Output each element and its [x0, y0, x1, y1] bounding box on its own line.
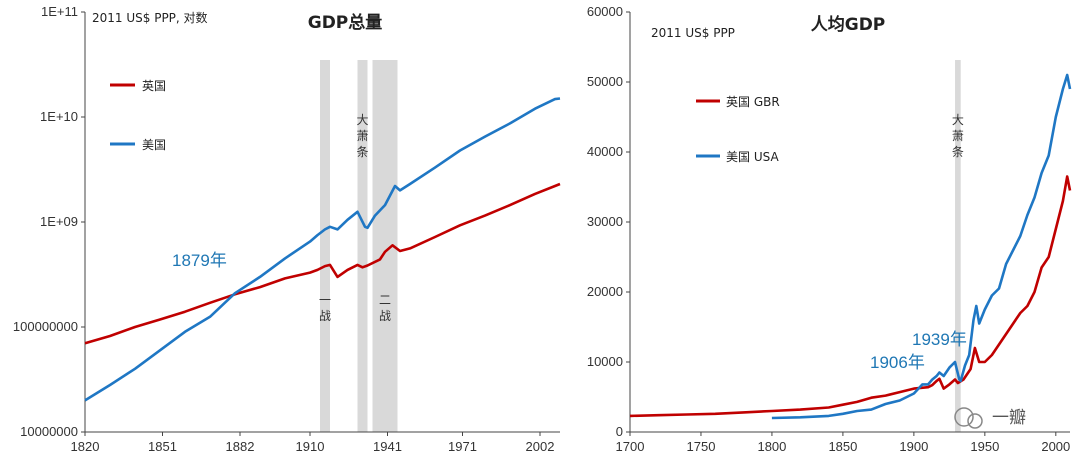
- gdp-per-capita-chart: 大萧条 0 10000 20000 30000 40000 50000 60000 1700…: [587, 4, 1072, 454]
- x-tick-label-3: 1850: [828, 439, 857, 454]
- series-line-1: [84, 97, 561, 402]
- y-tick-label-1: 100000000: [13, 319, 78, 334]
- y-tick-label-0: 10000000: [20, 424, 78, 439]
- x-tick-label-0: 1700: [616, 439, 645, 454]
- series-line-0: [84, 182, 561, 345]
- band-1: [357, 60, 368, 432]
- band-label-0: 大萧条: [952, 113, 964, 159]
- watermark-text: 一瓣: [992, 408, 1026, 428]
- series-line-0: [629, 175, 1072, 418]
- x-tick-label-4: 1900: [899, 439, 928, 454]
- y-tick-label-1: 10000: [587, 354, 623, 369]
- band-0: [955, 60, 961, 432]
- y-tick-label-4: 1E+11: [41, 4, 78, 19]
- y-tick-label-0: 0: [616, 424, 623, 439]
- left-annotation-1879: 1879年: [172, 251, 227, 270]
- right-annotation-1939: 1939年: [912, 330, 967, 349]
- y-tick-label-2: 20000: [587, 284, 623, 299]
- wechat-icon-secondary: [967, 413, 983, 429]
- y-tick-label-2: 1E+09: [40, 214, 78, 229]
- right-chart-title: 人均GDP: [811, 14, 886, 35]
- y-tick-label-4: 40000: [587, 144, 623, 159]
- series-line-1: [771, 73, 1072, 420]
- y-tick-label-3: 30000: [587, 214, 623, 229]
- x-tick-label-6: 2000: [1041, 439, 1070, 454]
- watermark: 一瓣: [954, 407, 1026, 429]
- right-legend-label-uk: 英国 GBR: [726, 95, 780, 109]
- x-tick-label-4: 1941: [373, 439, 402, 454]
- y-tick-label-6: 60000: [587, 4, 623, 19]
- x-tick-label-6: 2002: [526, 439, 555, 454]
- band-0: [320, 60, 330, 432]
- left-chart-title: GDP总量: [308, 12, 383, 33]
- right-unit-note: 2011 US$ PPP: [651, 26, 735, 40]
- x-tick-label-2: 1800: [757, 439, 786, 454]
- x-tick-label-1: 1851: [148, 439, 177, 454]
- wechat-icon: [954, 407, 974, 427]
- x-tick-label-3: 1910: [296, 439, 325, 454]
- left-unit-note: 2011 US$ PPP, 对数: [92, 10, 208, 25]
- band-label-2: 二战: [379, 293, 391, 323]
- band-label-0: 一战: [319, 293, 331, 323]
- x-tick-label-0: 1820: [71, 439, 100, 454]
- y-tick-label-3: 1E+10: [40, 109, 78, 124]
- right-annotation-1906: 1906年: [870, 353, 925, 372]
- x-tick-label-5: 1971: [448, 439, 477, 454]
- x-tick-label-1: 1750: [687, 439, 716, 454]
- right-legend-label-us: 美国 USA: [726, 150, 779, 164]
- left-legend-label-us: 美国: [142, 138, 166, 152]
- x-tick-label-5: 1950: [970, 439, 999, 454]
- x-tick-label-2: 1882: [226, 439, 255, 454]
- y-tick-label-5: 50000: [587, 74, 623, 89]
- left-legend-label-uk: 英国: [142, 79, 166, 93]
- band-label-1: 大萧条: [356, 113, 368, 159]
